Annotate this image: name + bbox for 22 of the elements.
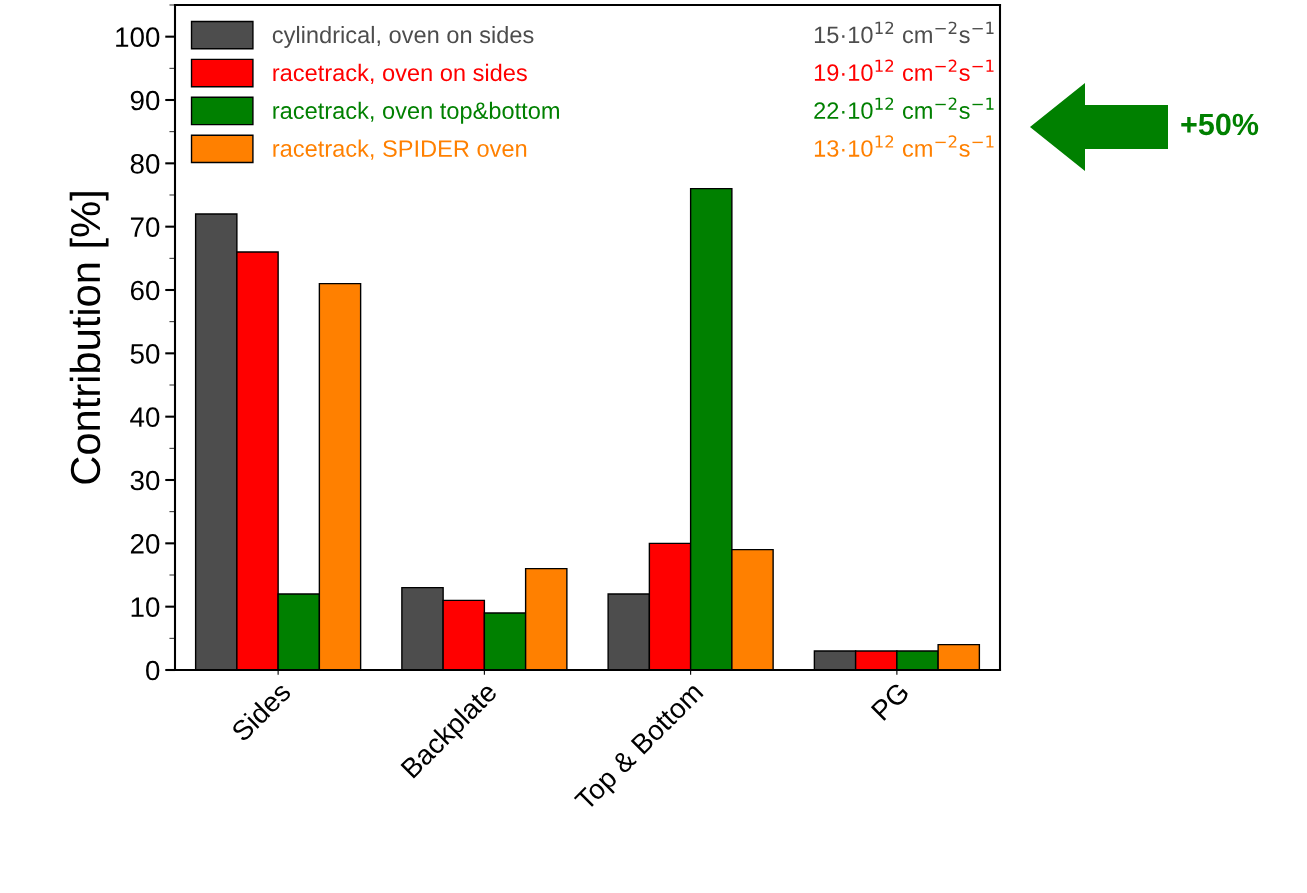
text: +50%	[1181, 113, 1259, 136]
y-tick-label: 40	[130, 407, 160, 428]
legend-label: racetrack, SPIDER oven	[273, 139, 527, 160]
y-tick-label: 30	[130, 470, 160, 491]
y-tick-label: 50	[130, 344, 160, 364]
annotation: 15·10$^{12}$ cm$^{−2}$s$^{−1}$	[814, 21, 994, 44]
y-tick-label: 60	[130, 280, 160, 301]
annotation: 13·10$^{12}$ cm$^{−2}$s$^{−1}$	[814, 135, 994, 157]
legend-label: cylindrical, oven on sides	[272, 25, 534, 48]
legend-label: racetrack, oven on sides	[273, 63, 527, 84]
y-tick-label: 20	[130, 534, 160, 554]
y-tick-label: 10	[131, 597, 160, 618]
y-tick-label: 80	[130, 154, 160, 174]
y-axis-title: Contribution [%]	[69, 192, 109, 484]
legend-label: racetrack, oven top&bottom	[273, 101, 559, 124]
y-tick-label: 70	[130, 217, 160, 238]
annotation: 19·10$^{12}$ cm$^{−2}$s$^{−1}$	[814, 59, 994, 82]
y-tick-label: 100	[116, 27, 160, 48]
x-tick-label: PG	[870, 681, 910, 721]
y-tick-label: 0	[146, 660, 160, 681]
annotation: 22·10$^{12}$ cm$^{−2}$s$^{−1}$	[814, 97, 994, 119]
y-tick-label: 90	[130, 90, 160, 111]
